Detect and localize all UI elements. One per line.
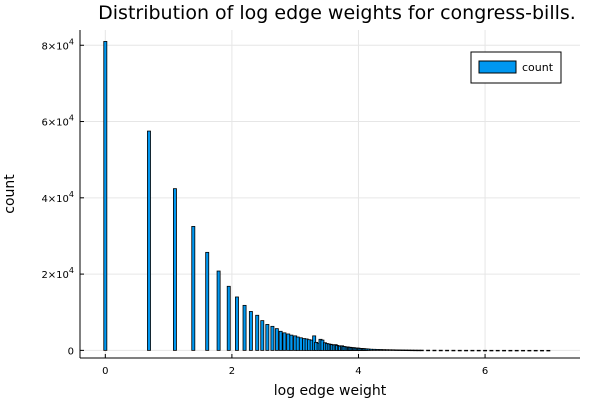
legend-label: count	[522, 61, 554, 74]
histogram-bar	[521, 349, 525, 352]
histogram-bar	[413, 349, 418, 352]
histogram-bar	[369, 348, 374, 351]
y-tick-label: 2×104	[41, 266, 74, 281]
histogram-bar	[400, 349, 405, 351]
y-axis-label: count	[2, 174, 18, 214]
y-tick-label: 8×104	[41, 37, 74, 52]
x-tick-label: 4	[355, 366, 361, 377]
histogram-bar	[426, 349, 431, 352]
histogram-bar	[385, 349, 389, 351]
histogram-bar	[546, 349, 551, 352]
y-tick-label: 0	[68, 346, 74, 357]
histogram-bar	[416, 349, 421, 352]
histogram-bar	[226, 285, 231, 351]
histogram-bar	[540, 349, 544, 352]
histogram-bar	[445, 349, 450, 352]
histogram-bar	[278, 330, 283, 351]
histogram-bar	[489, 349, 494, 352]
histogram-bar	[375, 349, 380, 351]
chart-title: Distribution of log edge weights for con…	[98, 2, 576, 24]
histogram-bar	[407, 349, 412, 352]
x-tick-labels: 0 2 4 6	[102, 354, 488, 377]
histogram-bar	[372, 348, 377, 351]
x-tick-label: 2	[229, 366, 235, 377]
histogram-bar	[248, 311, 253, 351]
histogram-bar	[432, 349, 437, 352]
bars	[103, 41, 551, 352]
histogram-bar	[394, 349, 399, 351]
histogram-bar	[235, 296, 239, 351]
histogram-bar	[282, 332, 287, 351]
histogram-bar	[378, 349, 383, 351]
histogram-bar	[286, 333, 291, 351]
histogram-bar	[476, 349, 481, 352]
y-tick-label: 4×104	[41, 190, 74, 205]
x-axis-label: log edge weight	[274, 383, 387, 399]
y-tick-labels: 0 2×104 4×104 6×104 8×104	[41, 37, 84, 357]
histogram-bar	[265, 324, 270, 351]
histogram-bar	[457, 349, 462, 352]
histogram-bar	[295, 336, 300, 351]
histogram-bar	[388, 349, 393, 351]
histogram-bar	[483, 349, 487, 352]
histogram-bar	[419, 349, 424, 352]
histogram-bar	[274, 328, 279, 351]
histogram-bar	[404, 349, 408, 351]
histogram-bar	[397, 349, 402, 351]
histogram-bar	[438, 349, 443, 352]
histogram-bar	[298, 337, 303, 351]
axes	[79, 30, 580, 359]
histogram-bar	[451, 349, 456, 352]
histogram-bar	[191, 226, 196, 351]
histogram-bar	[527, 349, 532, 352]
histogram-bar	[216, 270, 221, 351]
histogram-bar	[260, 320, 265, 351]
legend-swatch	[478, 60, 517, 74]
histogram-bar	[381, 349, 386, 351]
x-tick-label: 6	[482, 366, 488, 377]
histogram-bar	[205, 251, 210, 351]
histogram-bar	[470, 349, 475, 352]
histogram-bar	[242, 304, 247, 351]
histogram-bar	[508, 349, 513, 352]
histogram-bar	[391, 349, 396, 351]
histogram-bar	[147, 130, 151, 351]
legend: count	[470, 51, 562, 84]
histogram-bar	[502, 349, 506, 352]
histogram-bar	[410, 349, 415, 352]
histogram-bar	[270, 325, 275, 351]
histogram-bar	[289, 334, 294, 351]
histogram-bar	[464, 349, 469, 352]
x-tick-label: 0	[102, 366, 108, 377]
histogram-bar	[255, 314, 260, 351]
y-tick-label: 6×104	[41, 114, 74, 129]
histogram-bar	[172, 188, 177, 351]
histogram-bar	[495, 349, 500, 352]
histogram-bar	[533, 349, 538, 352]
histogram-bar	[103, 41, 108, 351]
histogram-bar	[514, 349, 519, 352]
